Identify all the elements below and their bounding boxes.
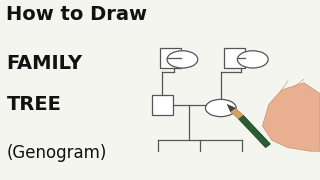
Text: (Genogram): (Genogram) [6, 144, 107, 162]
Bar [160, 48, 181, 68]
Polygon shape [238, 115, 270, 148]
Polygon shape [227, 104, 235, 112]
Circle shape [237, 51, 268, 68]
Bar [224, 48, 245, 68]
Text: FAMILY: FAMILY [6, 54, 83, 73]
Text: How to Draw: How to Draw [6, 5, 148, 24]
Polygon shape [262, 83, 320, 151]
Polygon shape [230, 108, 243, 119]
Bar [152, 94, 173, 115]
Circle shape [205, 99, 236, 117]
Text: TREE: TREE [6, 95, 61, 114]
Circle shape [167, 51, 198, 68]
